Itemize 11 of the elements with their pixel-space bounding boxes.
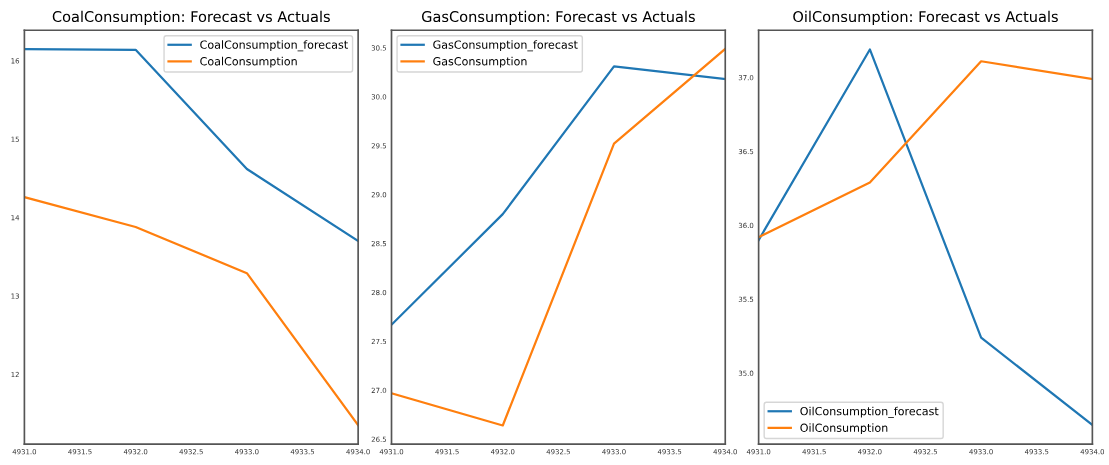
chart-title: OilConsumption: Forecast vs Actuals (793, 10, 1058, 25)
legend-label: GasConsumption_forecast (433, 40, 578, 52)
legend-label: GasConsumption (433, 56, 527, 68)
legend-label: CoalConsumption_forecast (200, 40, 348, 52)
legend-label: OilConsumption_forecast (800, 406, 939, 418)
line-series (758, 60, 1093, 239)
chart-title: CoalConsumption: Forecast vs Actuals (52, 10, 330, 25)
legend-label: OilConsumption (800, 423, 888, 435)
legend-label: CoalConsumption (200, 56, 297, 68)
chart-title: GasConsumption: Forecast vs Actuals (421, 10, 695, 25)
line-series (24, 196, 359, 427)
